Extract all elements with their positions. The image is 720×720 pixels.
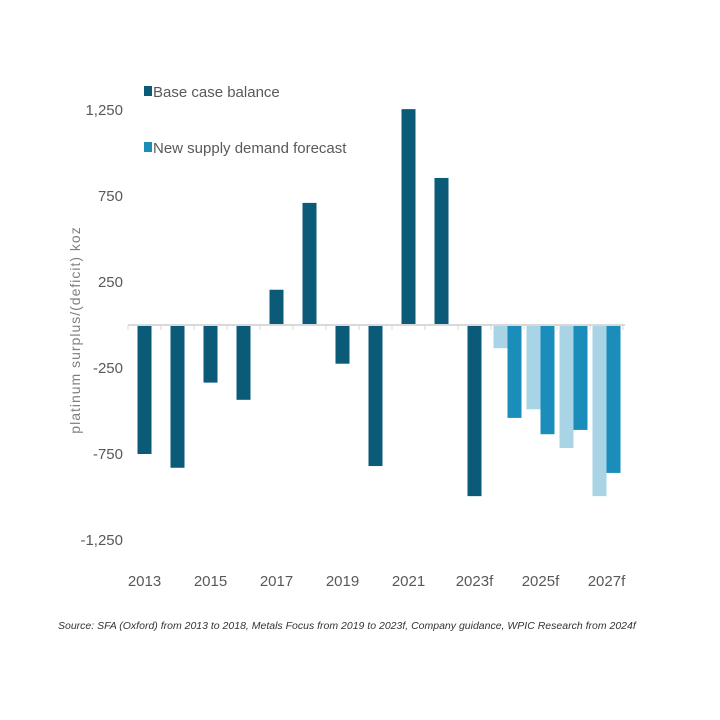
bar-2021-s0: [401, 109, 416, 325]
y-tick-label: -750: [93, 446, 123, 463]
bar-2016-s0: [236, 325, 251, 400]
bar-2013-s0: [137, 325, 152, 454]
bar-2024f-s1: [493, 325, 508, 349]
bar-2015-s0: [203, 325, 218, 383]
bar-2020-s0: [368, 325, 383, 467]
x-tick-label: 2019: [326, 573, 359, 590]
y-tick-label: -1,250: [80, 532, 123, 549]
x-tick-label: 2015: [194, 573, 227, 590]
bar-2024f-s2: [507, 325, 522, 418]
y-tick-label: 250: [98, 274, 123, 291]
legend-swatch-base-case: [144, 86, 152, 96]
bar-2022-s0: [434, 177, 449, 325]
bar-2025f-s1: [526, 325, 541, 410]
legend-label-new-forecast: New supply demand forecast: [153, 140, 347, 157]
bar-2019-s0: [335, 325, 350, 364]
x-tick-label: 2017: [260, 573, 293, 590]
bar-2023f-s0: [467, 325, 482, 497]
x-tick-label: 2025f: [522, 573, 560, 590]
bar-2026f-s2: [573, 325, 588, 430]
bar-2014-s0: [170, 325, 185, 468]
bar-2017-s0: [269, 289, 284, 325]
legend: Base case balance New supply demand fore…: [144, 84, 347, 157]
x-tick-label: 2013: [128, 573, 161, 590]
bar-2027f-s2: [606, 325, 621, 473]
x-tick-label: 2021: [392, 573, 425, 590]
y-tick-label: 750: [98, 188, 123, 205]
x-tick-label: 2027f: [588, 573, 626, 590]
y-axis-label: platinum surplus/(deficit) koz: [67, 226, 83, 433]
bar-2027f-s1: [592, 325, 607, 497]
bar-2026f-s1: [559, 325, 574, 448]
y-tick-label: -250: [93, 360, 123, 377]
x-tick-label: 2023f: [456, 573, 494, 590]
legend-swatch-new-forecast: [144, 142, 152, 152]
source-note: Source: SFA (Oxford) from 2013 to 2018, …: [58, 620, 636, 632]
bar-2025f-s2: [540, 325, 555, 435]
bar-2018-s0: [302, 202, 317, 325]
legend-label-base-case: Base case balance: [153, 84, 280, 101]
y-tick-label: 1,250: [85, 102, 123, 119]
